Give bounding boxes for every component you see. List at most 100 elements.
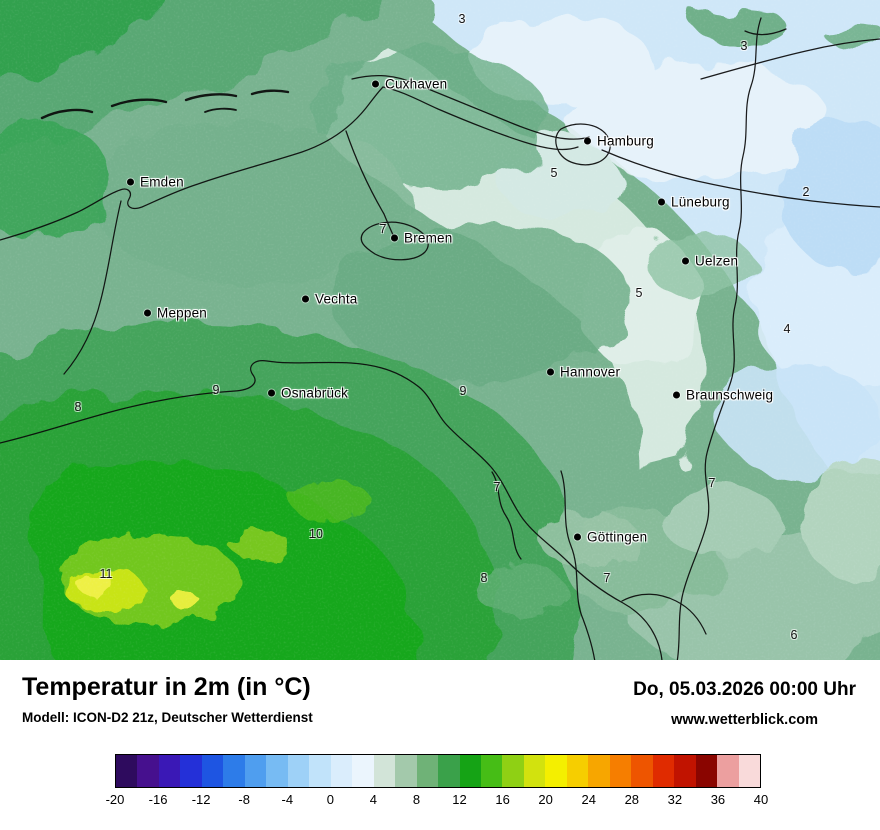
city-marker-cuxhaven: Cuxhaven (372, 77, 447, 92)
colorbar-tick-label: 40 (753, 792, 769, 807)
temperature-value-label: 7 (493, 480, 501, 494)
temp-layer: 3 3 5 2 7 5 4 9 9 8 7 7 10 11 8 7 6 (74, 12, 810, 642)
city-label: Lüneburg (671, 194, 730, 210)
temperature-colorbar: -20 -16 -12 -8 -4 0 4 8 12 16 20 24 28 32 36 40 (106, 754, 768, 810)
city-label: Bremen (404, 230, 453, 246)
colorbar-cell (373, 755, 396, 787)
temperature-value-label: 8 (480, 571, 488, 585)
colorbar-cell (330, 755, 353, 787)
colorbar-tick-label: 8 (412, 792, 421, 807)
temperature-value-label: 3 (740, 39, 748, 53)
temperature-value-label: 7 (379, 222, 387, 236)
colorbar-tick-label: 20 (538, 792, 553, 807)
city-label: Osnabrück (281, 385, 349, 401)
colorbar-cell (180, 755, 202, 787)
colorbar-cell (287, 755, 310, 787)
colorbar-cell (674, 755, 696, 787)
city-dot (673, 391, 680, 399)
temperature-value-label: 10 (309, 527, 323, 541)
city-dot (372, 80, 379, 88)
footer-header: Temperatur in 2m (in °C) Modell: ICON-D2… (0, 660, 880, 728)
temperature-value-label: 5 (550, 166, 558, 180)
colorbar-cell (631, 755, 653, 787)
temperature-value-label: 5 (635, 286, 643, 300)
temperature-value-label: 11 (99, 567, 113, 581)
footer-right: Do, 05.03.2026 00:00 Uhr www.wetterblick… (633, 679, 856, 728)
colorbar-cell (352, 755, 374, 787)
city-dot (127, 178, 134, 186)
colorbar-cell (566, 755, 589, 787)
temperature-value-label: 3 (458, 12, 466, 26)
temperature-value-label: 2 (802, 185, 810, 199)
temperature-value-label: 9 (459, 384, 467, 398)
city-marker-uelzen: Uelzen (682, 254, 738, 269)
map-border-lines (0, 17, 880, 660)
colorbar-tick-label: 32 (667, 792, 683, 807)
colorbar-tick-label: 12 (452, 792, 467, 807)
colorbar-cell (416, 755, 439, 787)
website-url: www.wetterblick.com (671, 712, 819, 728)
colorbar-cell (609, 755, 632, 787)
colorbar-cell (652, 755, 675, 787)
map-title: Temperatur in 2m (in °C) (22, 673, 311, 701)
colorbar-gradient (115, 754, 761, 788)
city-marker-emden: Emden (127, 175, 184, 190)
colorbar-tick-label: -8 (238, 792, 250, 807)
city-marker-braunschweig: Braunschweig (673, 388, 773, 403)
colorbar-tick-label: -20 (105, 792, 125, 807)
city-marker-meppen: Meppen (144, 306, 207, 321)
city-label: Hannover (560, 364, 621, 380)
colorbar-cell (223, 755, 245, 787)
temperature-value-label: 8 (74, 400, 82, 414)
temperature-value-label: 6 (790, 628, 798, 642)
colorbar-tick-label: 16 (495, 792, 510, 807)
city-marker-hamburg: Hamburg (584, 134, 654, 149)
city-dot (144, 309, 151, 317)
colorbar-cell (588, 755, 610, 787)
city-marker-hannover: Hannover (547, 365, 620, 380)
map-footer: Temperatur in 2m (in °C) Modell: ICON-D2… (0, 660, 880, 830)
colorbar-tick-label: 24 (581, 792, 596, 807)
city-dot (682, 257, 689, 265)
city-marker-bremen: Bremen (391, 231, 452, 246)
temperature-value-label: 4 (783, 322, 791, 336)
city-label: Uelzen (695, 253, 739, 269)
colorbar-cell (158, 755, 181, 787)
footer-left: Temperatur in 2m (in °C) Modell: ICON-D2… (22, 673, 313, 725)
city-marker-lneburg: Lüneburg (658, 195, 730, 210)
colorbar-cell (266, 755, 288, 787)
temperature-value-label: 7 (708, 476, 716, 490)
city-layer: Cuxhaven Hamburg Emden Lüneburg Bremen Uelzen… (127, 77, 773, 545)
temperature-value-label: 7 (603, 571, 611, 585)
colorbar-tick-label: -16 (148, 792, 168, 807)
colorbar-tick-label: 36 (710, 792, 726, 807)
city-label: Emden (140, 174, 184, 190)
colorbar-cell (395, 755, 417, 787)
city-dot (658, 198, 665, 206)
city-dot (547, 368, 554, 376)
colorbar-tick-label: -4 (281, 792, 294, 807)
map-graphic (0, 0, 880, 660)
city-label: Meppen (157, 305, 207, 321)
colorbar-cell (523, 755, 546, 787)
model-info: Modell: ICON-D2 21z, Deutscher Wetterdie… (22, 709, 313, 725)
city-dot (302, 295, 309, 303)
colorbar-tick-label: 4 (369, 792, 378, 807)
city-marker-osnabrck: Osnabrück (268, 386, 348, 401)
city-dot (574, 533, 581, 541)
city-dot (584, 137, 591, 145)
colorbar-cell (116, 755, 138, 787)
city-marker-gttingen: Göttingen (574, 530, 647, 545)
colorbar-cell (695, 755, 718, 787)
colorbar-cell (438, 755, 460, 787)
colorbar-cell (201, 755, 224, 787)
colorbar-tick-label: 0 (326, 792, 334, 807)
city-label: Cuxhaven (385, 76, 448, 92)
forecast-datetime: Do, 05.03.2026 00:00 Uhr (633, 679, 856, 700)
city-label: Göttingen (587, 529, 648, 545)
city-label: Vechta (315, 291, 358, 307)
colorbar-cell (545, 755, 567, 787)
colorbar-cell (502, 755, 524, 787)
colorbar-cell (459, 755, 481, 787)
